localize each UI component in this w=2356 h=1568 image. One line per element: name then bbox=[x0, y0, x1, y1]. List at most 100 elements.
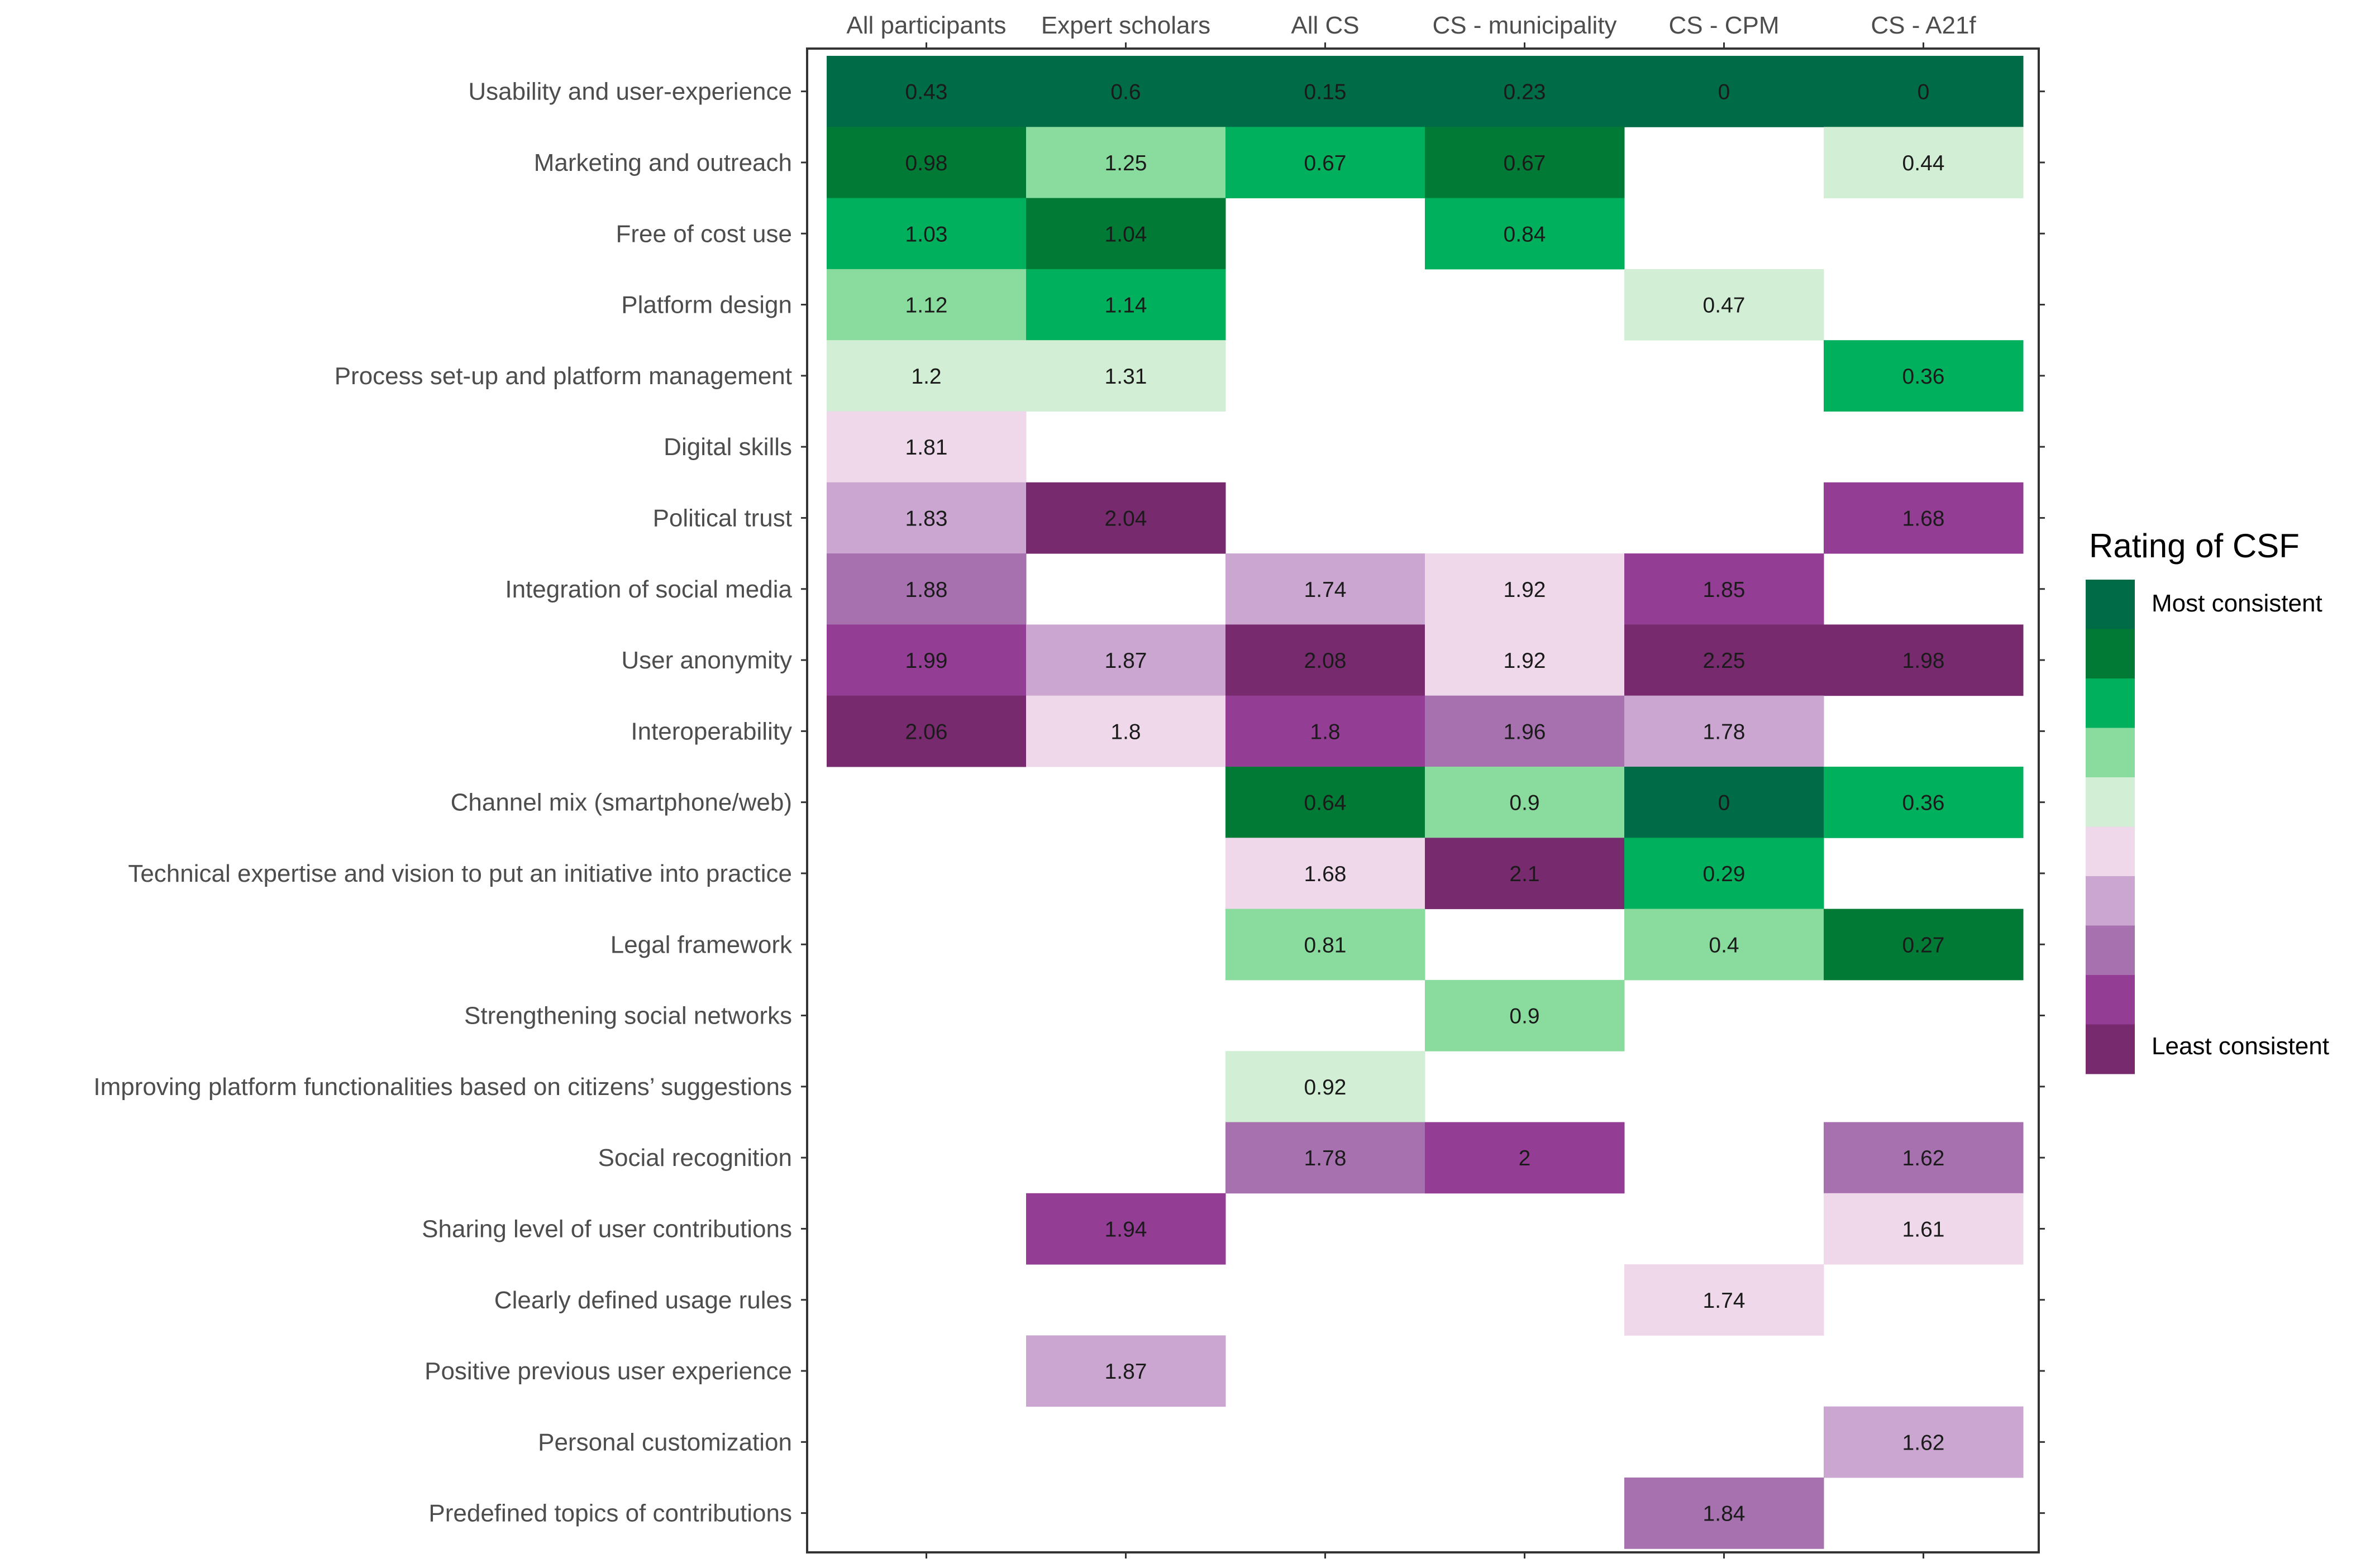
heatmap-cell bbox=[1425, 127, 1625, 199]
heatmap-cell bbox=[1225, 1122, 1425, 1194]
heatmap-cell bbox=[827, 695, 1027, 767]
row-label: Improving platform functionalities based… bbox=[93, 1073, 792, 1101]
cell-value-label: 0.9 bbox=[1509, 1005, 1539, 1029]
legend-color-key bbox=[2086, 876, 2135, 926]
cell-value-label: 2.06 bbox=[905, 720, 948, 744]
row-label: Predefined topics of contributions bbox=[428, 1500, 792, 1527]
column-label: All CS bbox=[1291, 12, 1359, 39]
heatmap-cell bbox=[1026, 695, 1226, 767]
cell-value-label: 1.96 bbox=[1504, 720, 1546, 744]
cell-value-label: 1.2 bbox=[911, 365, 941, 389]
cell-value-label: 1.12 bbox=[905, 294, 948, 318]
heatmap-cell bbox=[827, 482, 1027, 554]
cell-value-label: 1.78 bbox=[1304, 1146, 1347, 1170]
heatmap-cell bbox=[1824, 1122, 2024, 1194]
cell-value-label: 0.36 bbox=[1902, 365, 1945, 389]
cell-value-label: 1.03 bbox=[905, 222, 948, 246]
heatmap-cell bbox=[1425, 767, 1625, 838]
heatmap-cell bbox=[1225, 909, 1425, 981]
cell-value-label: 0.29 bbox=[1703, 862, 1745, 886]
cell-value-label: 1.31 bbox=[1105, 365, 1147, 389]
cell-value-label: 0.84 bbox=[1504, 222, 1546, 246]
cell-value-label: 1.92 bbox=[1504, 578, 1546, 602]
heatmap-cell bbox=[1425, 695, 1625, 767]
heatmap-cell bbox=[827, 340, 1027, 412]
row-label: Channel mix (smartphone/web) bbox=[451, 789, 792, 816]
row-labels: Usability and user-experience Marketing a… bbox=[93, 78, 793, 1527]
cell-value-label: 1.74 bbox=[1703, 1289, 1745, 1313]
cell-value-label: 1.98 bbox=[1902, 649, 1945, 673]
cell-value-label: 1.8 bbox=[1310, 720, 1340, 744]
heatmap-cell bbox=[1824, 482, 2024, 554]
legend: Rating of CSF Most consistent Least cons… bbox=[2086, 527, 2329, 1074]
cell-value-label: 1.25 bbox=[1105, 151, 1147, 175]
heatmap-cell bbox=[827, 269, 1027, 341]
legend-least-consistent-label: Least consistent bbox=[2152, 1032, 2329, 1060]
legend-color-key bbox=[2086, 678, 2135, 728]
heatmap-cell bbox=[1225, 695, 1425, 767]
cell-value-label: 1.83 bbox=[905, 506, 948, 530]
heatmap-cell bbox=[1026, 340, 1226, 412]
legend-color-key bbox=[2086, 925, 2135, 976]
heatmap-cell bbox=[1225, 56, 1425, 127]
column-label: CS - CPM bbox=[1669, 12, 1780, 39]
legend-color-key bbox=[2086, 826, 2135, 877]
heatmap-cell bbox=[1225, 1051, 1425, 1122]
cell-value-label: 0.4 bbox=[1709, 933, 1739, 957]
column-label: All participants bbox=[846, 12, 1006, 39]
heatmap-cell bbox=[1624, 269, 1824, 341]
cell-value-label: 1.04 bbox=[1105, 222, 1147, 246]
cell-value-label: 0.43 bbox=[905, 80, 948, 104]
heatmap-cell bbox=[1624, 624, 1824, 696]
cell-value-label: 1.62 bbox=[1902, 1146, 1945, 1170]
legend-color-key bbox=[2086, 975, 2135, 1025]
heatmap-cell bbox=[827, 127, 1027, 199]
heatmap-cell bbox=[1824, 624, 2024, 696]
row-label: Strengthening social networks bbox=[464, 1002, 792, 1030]
heatmap-cell bbox=[1624, 767, 1824, 838]
row-label: Technical expertise and vision to put an… bbox=[128, 860, 792, 887]
row-label: Social recognition bbox=[598, 1144, 792, 1172]
heatmap-cell bbox=[1624, 838, 1824, 910]
cell-value-label: 2.08 bbox=[1304, 649, 1347, 673]
row-label: Legal framework bbox=[611, 931, 793, 958]
cell-value-label: 0.23 bbox=[1504, 80, 1546, 104]
row-label: Marketing and outreach bbox=[534, 149, 792, 176]
heatmap-cell bbox=[1026, 269, 1226, 341]
cell-value-label: 2.25 bbox=[1703, 649, 1745, 673]
cell-value-label: 0.27 bbox=[1902, 933, 1945, 957]
cell-value-label: 0.67 bbox=[1504, 151, 1546, 175]
row-label: User anonymity bbox=[621, 647, 792, 674]
heatmap-cell bbox=[1026, 482, 1226, 554]
cell-value-label: 1.74 bbox=[1304, 578, 1347, 602]
row-label: Clearly defined usage rules bbox=[494, 1287, 792, 1314]
heatmap-cell bbox=[1225, 127, 1425, 199]
heatmap-cell bbox=[1425, 56, 1625, 127]
cell-value-label: 0.67 bbox=[1304, 151, 1347, 175]
cell-value-label: 0.92 bbox=[1304, 1075, 1347, 1099]
cell-value-label: 0 bbox=[1718, 80, 1730, 104]
heatmap-cell bbox=[827, 198, 1027, 270]
heatmap-cell bbox=[1824, 127, 2024, 199]
cell-value-label: 1.85 bbox=[1703, 578, 1745, 602]
row-label: Integration of social media bbox=[505, 576, 792, 603]
heatmap-cell bbox=[1425, 624, 1625, 696]
legend-color-key bbox=[2086, 728, 2135, 778]
heatmap-cell bbox=[1624, 695, 1824, 767]
cell-value-label: 1.84 bbox=[1703, 1502, 1745, 1526]
cell-value-label: 1.68 bbox=[1902, 506, 1945, 530]
panel-border bbox=[806, 47, 2040, 1553]
cell-value-label: 1.88 bbox=[905, 578, 948, 602]
heatmap-cell bbox=[1225, 767, 1425, 838]
heatmap-cell bbox=[1425, 1122, 1625, 1194]
cell-value-label: 0 bbox=[1718, 791, 1730, 815]
cell-value-label: 0.36 bbox=[1902, 791, 1945, 815]
cell-value-label: 1.94 bbox=[1105, 1217, 1147, 1241]
cell-value-label: 0.44 bbox=[1902, 151, 1945, 175]
cell-value-label: 1.14 bbox=[1105, 294, 1147, 318]
legend-title: Rating of CSF bbox=[2089, 527, 2300, 565]
heatmap-cell bbox=[1824, 1406, 2024, 1478]
cell-value-label: 0.15 bbox=[1304, 80, 1347, 104]
heatmap-cell bbox=[1425, 979, 1625, 1051]
